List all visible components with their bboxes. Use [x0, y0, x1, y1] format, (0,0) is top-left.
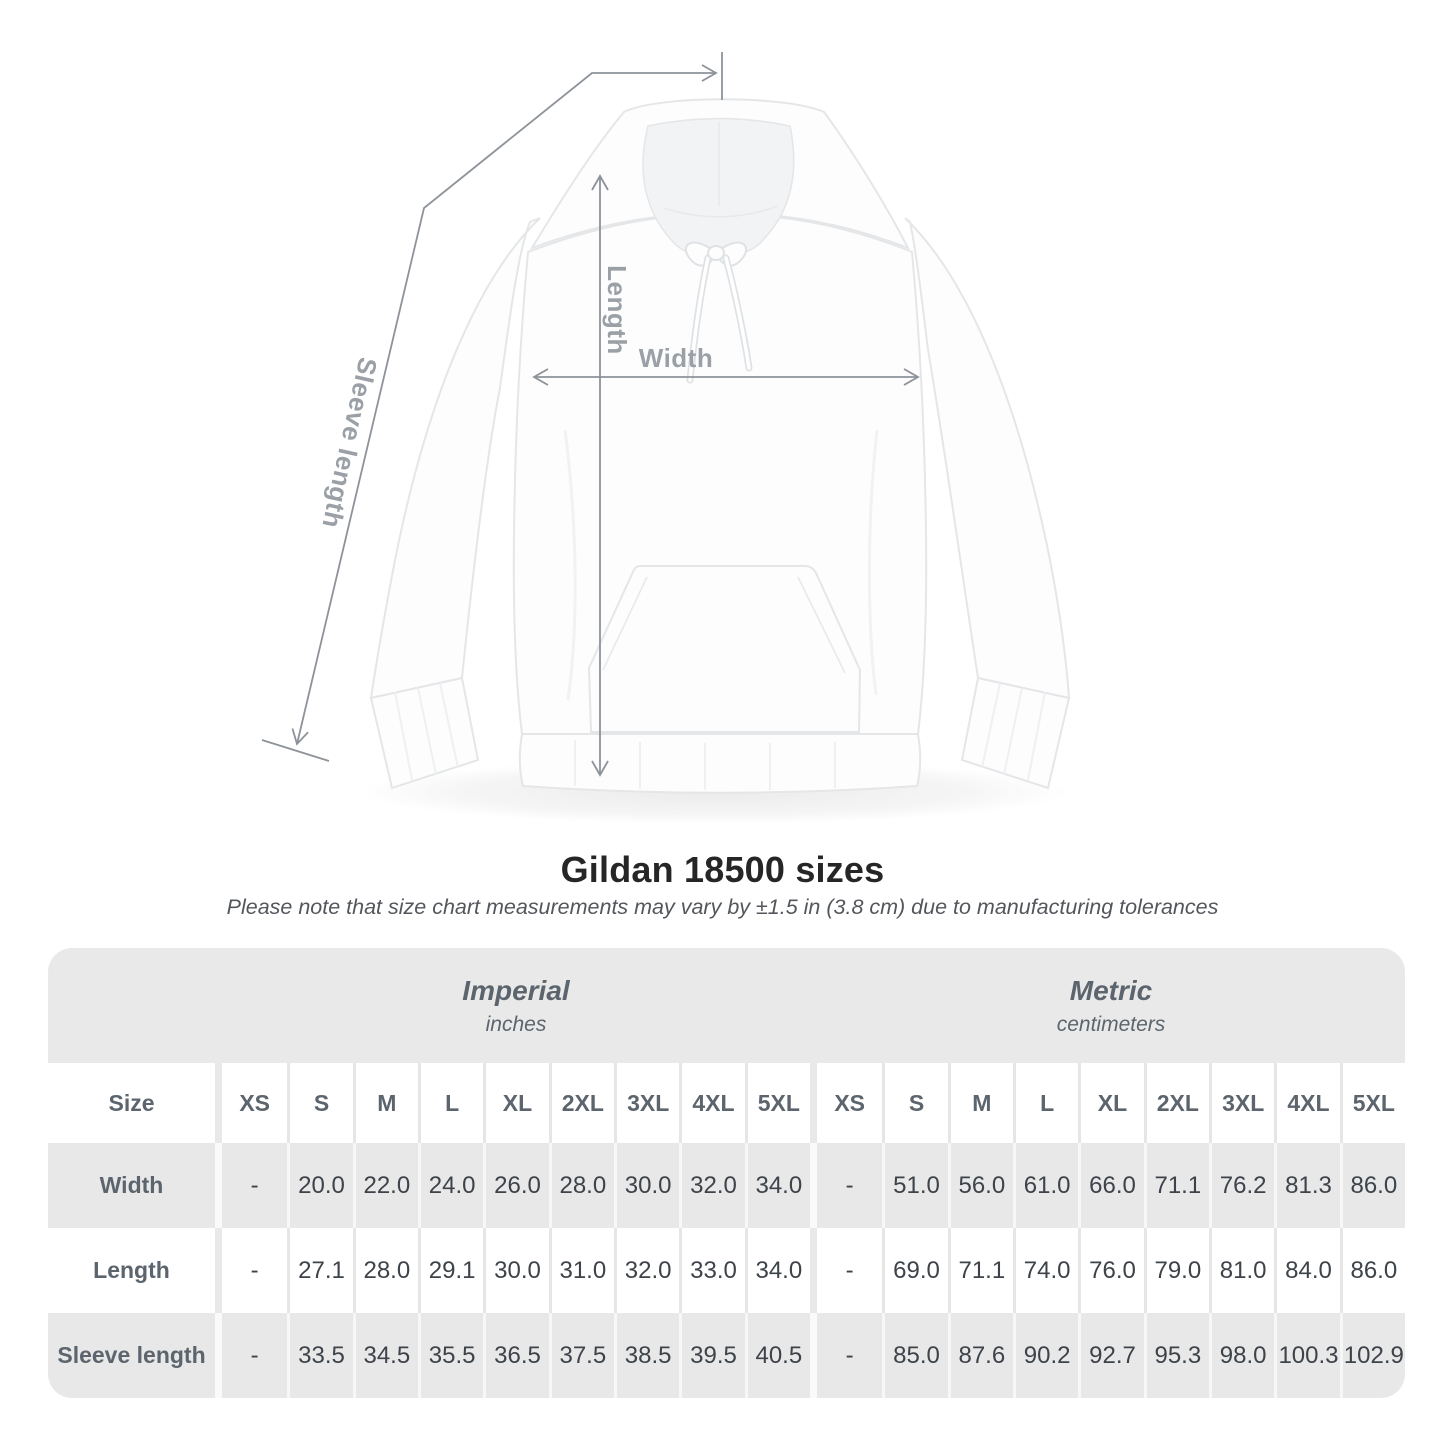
sleeve-end-tick: [261, 739, 330, 762]
hoodie-measurement-diagram: Sleeve length Length Width: [261, 52, 1071, 824]
imperial-size-xs: XS: [239, 1089, 270, 1116]
table-row-length: Length - 27.1 28.0 29.1 30.0 31.0 32.0 3…: [48, 1228, 1405, 1313]
group-gap: [810, 1228, 817, 1313]
imperial-size-2xl: 2XL: [548, 1063, 614, 1143]
hoodie-right-sleeve: [904, 217, 1071, 700]
size-table: Imperial inches Metric centimeters Size …: [48, 948, 1405, 1398]
metric-unit: centimeters: [1056, 1012, 1166, 1036]
page-title: Gildan 18500 sizes: [560, 849, 885, 890]
metric-title: Metric: [1069, 974, 1153, 1006]
width-label: Width: [639, 343, 713, 373]
table-row-sleeve-length: Sleeve length - 33.5 34.5 35.5 36.5 37.5…: [48, 1313, 1405, 1398]
metric-size-5xl: 5XL: [1339, 1063, 1405, 1143]
imperial-size-4xl: 4XL: [679, 1063, 744, 1143]
tolerance-note: Please note that size chart measurements…: [226, 895, 1219, 919]
column-gap: [215, 1143, 222, 1228]
sleeve-length-line: [291, 64, 718, 746]
imperial-size-3xl: 3XL: [614, 1063, 679, 1143]
imperial-header: Imperial inches: [222, 948, 810, 1063]
row-label-sleeve-length: Sleeve length: [57, 1342, 206, 1368]
unit-header-band: Imperial inches Metric centimeters: [48, 948, 1405, 1063]
drawstring-knot: [707, 245, 725, 261]
hoodie-hem-band: [518, 733, 922, 794]
imperial-size-l: L: [418, 1063, 483, 1143]
metric-size-4xl: 4XL: [1274, 1063, 1339, 1143]
imperial-unit: inches: [485, 1012, 547, 1036]
column-gap: [215, 1228, 222, 1313]
imperial-size-m: M: [352, 1063, 418, 1143]
metric-size-3xl: 3XL: [1209, 1063, 1274, 1143]
column-gap: [215, 1063, 222, 1143]
hoodie-pocket: [587, 565, 862, 733]
column-gap: [215, 1313, 222, 1398]
imperial-title: Imperial: [462, 974, 570, 1006]
imperial-size-s: S: [287, 1063, 352, 1143]
metric-size-l: L: [1013, 1063, 1078, 1143]
sleeve-length-label: Sleeve length: [316, 355, 383, 531]
size-corner-label: Size: [108, 1089, 155, 1116]
row-label-length: Length: [93, 1257, 170, 1283]
row-label-width: Width: [99, 1172, 164, 1198]
metric-size-2xl: 2XL: [1143, 1063, 1209, 1143]
pocket-stitch-right: [797, 576, 846, 674]
table-row-width: Width - 20.0 22.0 24.0 26.0 28.0 30.0 32…: [48, 1143, 1405, 1228]
size-header-row: Size XS S M L XL 2XL 3XL 4XL 5XL XS S M …: [48, 1063, 1405, 1143]
metric-size-s: S: [882, 1063, 947, 1143]
group-gap: [810, 1063, 817, 1143]
drawstring-right-string: [724, 256, 751, 370]
metric-size-xs: XS: [834, 1089, 865, 1116]
group-gap: [810, 1313, 817, 1398]
metric-header: Metric centimeters: [817, 948, 1405, 1063]
imperial-size-5xl: 5XL: [744, 1063, 810, 1143]
group-gap: [810, 1143, 817, 1228]
imperial-size-xl: XL: [483, 1063, 548, 1143]
metric-size-xl: XL: [1078, 1063, 1143, 1143]
length-label: Length: [602, 265, 632, 355]
metric-size-m: M: [947, 1063, 1013, 1143]
